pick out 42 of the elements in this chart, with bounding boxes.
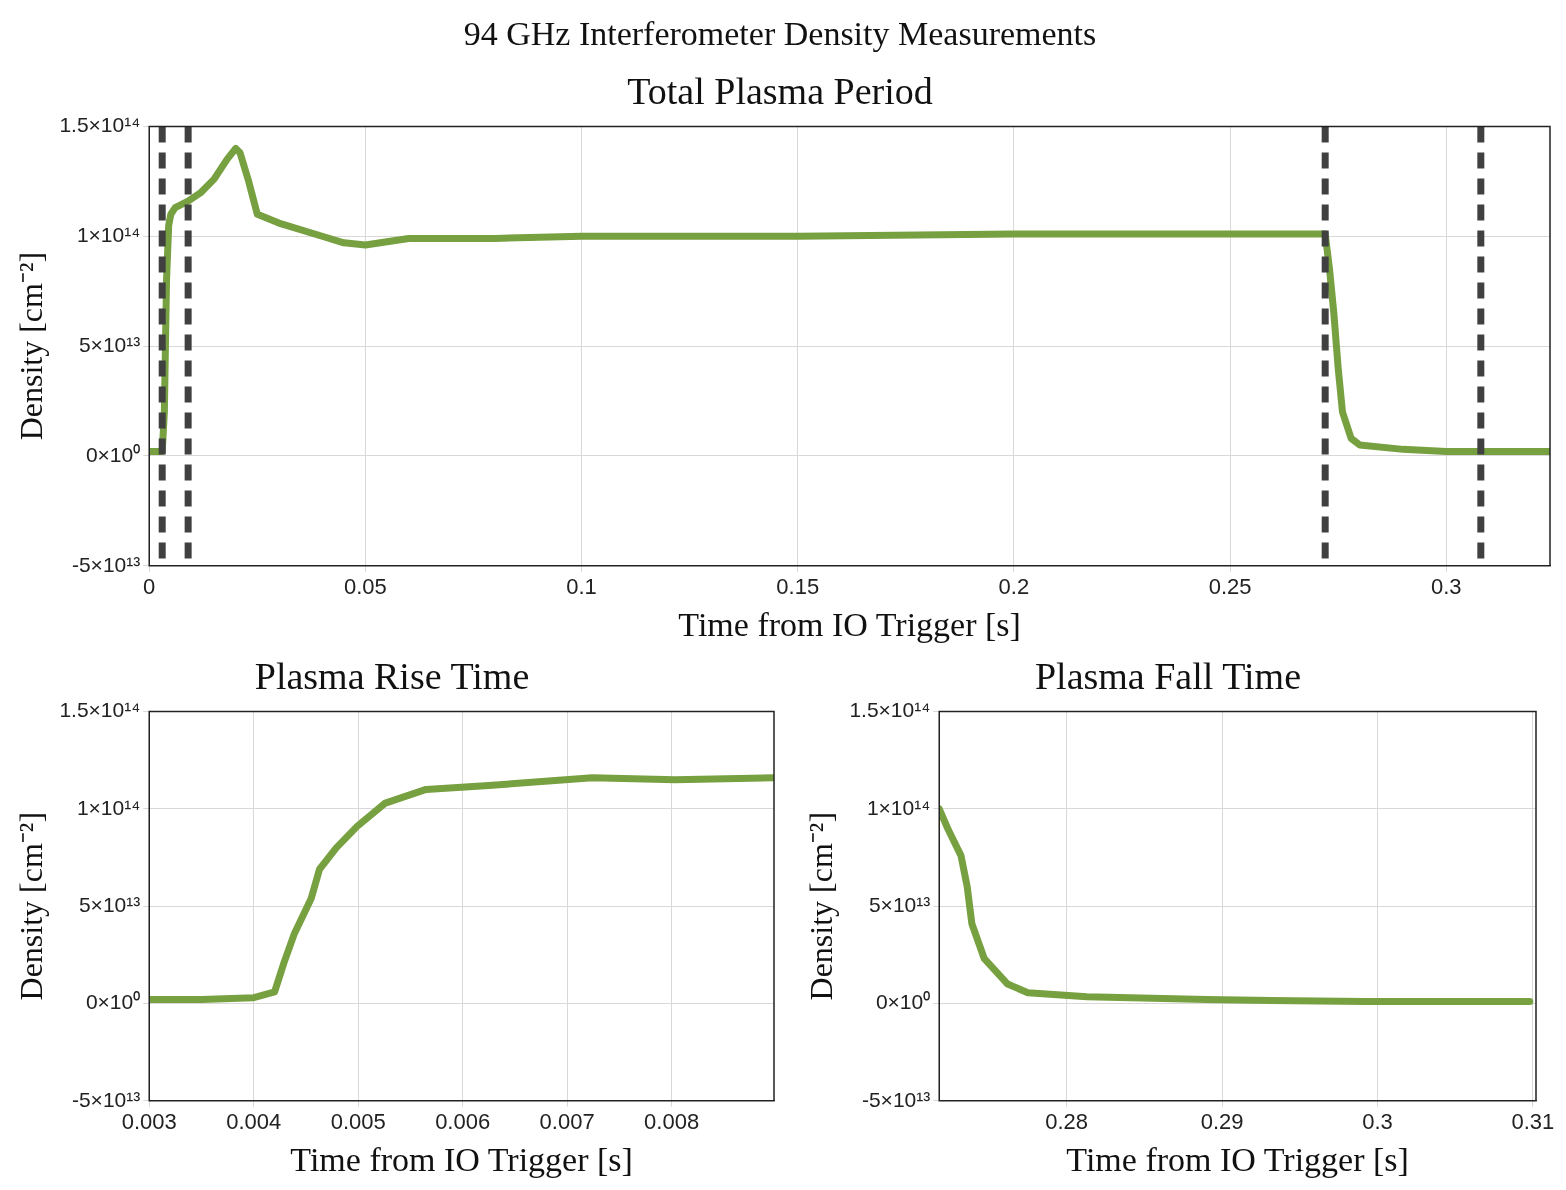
x-tick-label: 0.008 <box>644 1109 700 1135</box>
y-axis-title: Density [cm⁻²] <box>802 811 839 1001</box>
x-tick-label: 0.05 <box>343 574 387 600</box>
x-tick-label: 0.005 <box>330 1109 386 1135</box>
x-tick-label: 0.004 <box>226 1109 282 1135</box>
x-tick-label: 0.31 <box>1511 1109 1555 1135</box>
chart-subtitle: Total Plasma Period <box>627 69 933 112</box>
y-tick-label: 1×10¹⁴ <box>76 795 141 819</box>
chart-title: 94 GHz Interferometer Density Measurements <box>463 15 1097 53</box>
y-tick-label: 0×10⁰ <box>85 990 141 1014</box>
y-tick-label: 1×10¹⁴ <box>76 223 141 247</box>
x-tick-label: 0 <box>143 574 156 600</box>
x-tick-label: 0.3 <box>1430 574 1462 600</box>
y-tick-label: -5×10¹³ <box>71 1087 141 1111</box>
y-tick-label: 1×10¹⁴ <box>866 795 931 819</box>
y-tick-label: 1.5×10¹⁴ <box>849 698 931 722</box>
y-tick-label: -5×10¹³ <box>861 1087 931 1111</box>
chart-title: Plasma Fall Time <box>1034 654 1302 697</box>
x-axis-title: Time from IO Trigger [s] <box>290 1140 633 1178</box>
y-axis-title: Density [cm⁻²] <box>12 251 49 441</box>
y-tick-label: 5×10¹³ <box>78 893 141 916</box>
x-tick-label: 0.2 <box>998 574 1030 600</box>
x-tick-label: 0.29 <box>1200 1109 1244 1135</box>
y-tick-label: 5×10¹³ <box>868 893 931 916</box>
x-tick-label: 0.28 <box>1045 1109 1089 1135</box>
x-tick-label: 0.006 <box>435 1109 491 1135</box>
x-tick-label: 0.15 <box>776 574 820 600</box>
chart-title: Plasma Rise Time <box>254 654 530 697</box>
y-tick-label: 0×10⁰ <box>85 442 141 466</box>
x-tick-label: 0.007 <box>539 1109 595 1135</box>
y-tick-label: 0×10⁰ <box>875 990 931 1014</box>
y-tick-label: 1.5×10¹⁴ <box>59 698 141 722</box>
y-axis-title: Density [cm⁻²] <box>12 811 49 1001</box>
x-tick-label: 0.3 <box>1362 1109 1393 1135</box>
y-tick-label: 5×10¹³ <box>78 332 141 356</box>
x-tick-label: 0.25 <box>1208 574 1252 600</box>
x-axis-title: Time from IO Trigger [s] <box>678 605 1021 643</box>
x-axis-title: Time from IO Trigger [s] <box>1066 1140 1409 1178</box>
y-tick-label: -5×10¹³ <box>71 552 141 576</box>
y-tick-label: 1.5×10¹⁴ <box>59 113 141 137</box>
x-tick-label: 0.003 <box>121 1109 177 1135</box>
x-tick-label: 0.1 <box>566 574 597 600</box>
